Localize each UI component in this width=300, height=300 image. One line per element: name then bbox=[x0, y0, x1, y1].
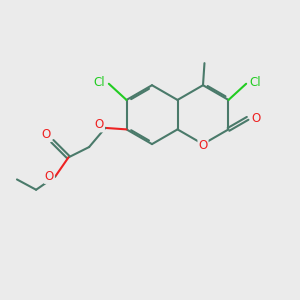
Text: O: O bbox=[95, 118, 104, 131]
Text: O: O bbox=[251, 112, 260, 125]
Text: O: O bbox=[198, 139, 208, 152]
Text: Cl: Cl bbox=[94, 76, 105, 89]
Text: Cl: Cl bbox=[250, 76, 261, 89]
Text: O: O bbox=[45, 170, 54, 183]
Text: O: O bbox=[42, 128, 51, 141]
